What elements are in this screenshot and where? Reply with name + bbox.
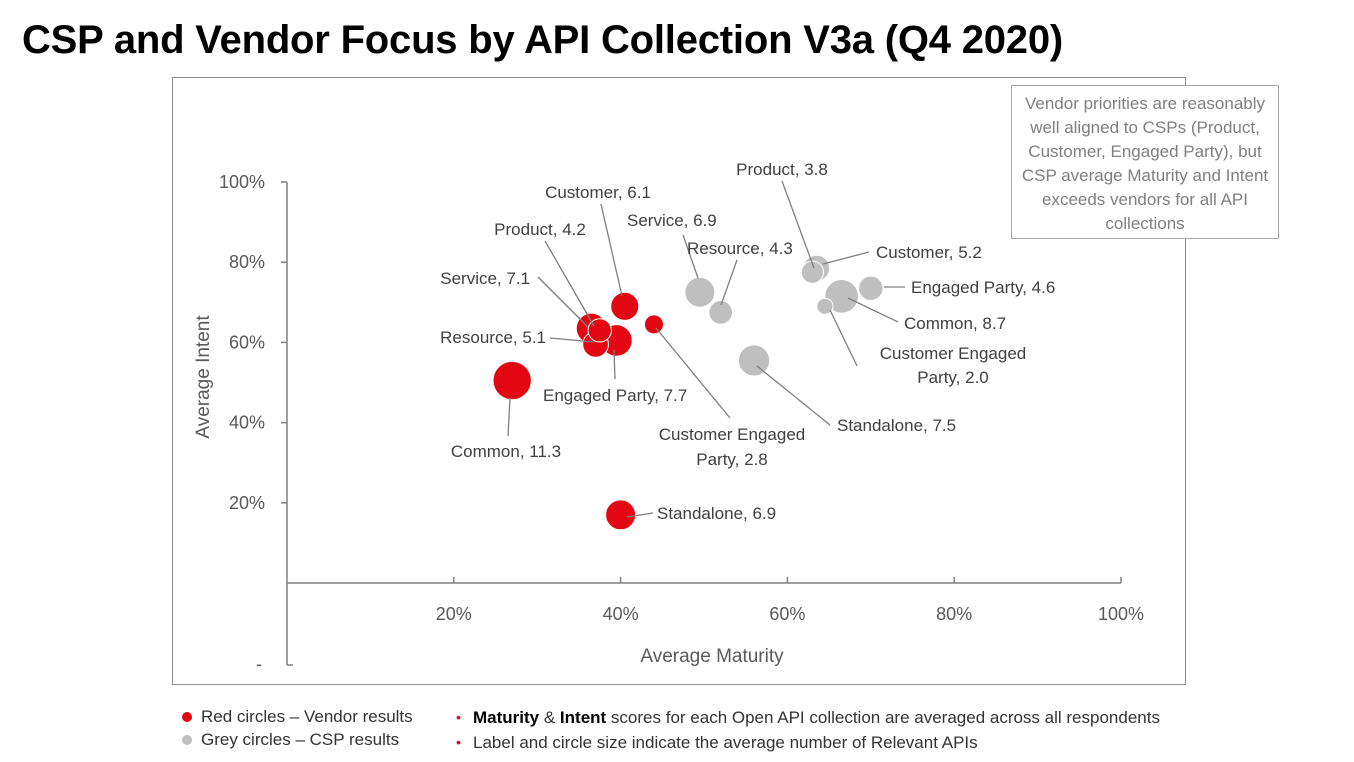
csp-leader-line — [781, 180, 815, 269]
csp-bubble — [684, 276, 716, 308]
vendor-data-label: Common, 11.3 — [451, 442, 561, 461]
note-1-rest: scores for each Open API collection are … — [606, 708, 1160, 727]
csp-bubble — [737, 344, 771, 377]
y-tick-label: 80% — [229, 252, 265, 272]
vendor-bubble — [643, 314, 664, 335]
vendor-leader-line — [537, 276, 592, 331]
csp-leader-line — [829, 309, 858, 367]
notes: • Maturity & Intent scores for each Open… — [456, 705, 1160, 755]
x-tick-label: 80% — [936, 604, 972, 624]
x-tick-label: 40% — [603, 604, 639, 624]
red-circle-icon — [182, 711, 192, 722]
csp-data-label: Party, 2.0 — [917, 368, 989, 387]
legend-csp: Grey circles – CSP results — [182, 728, 413, 751]
bullet-icon: • — [456, 734, 461, 750]
chart-frame — [172, 77, 1186, 685]
legend-vendor-label: Red circles – Vendor results — [201, 707, 413, 726]
vendor-data-label: Product, 4.2 — [494, 220, 586, 239]
csp-bubble — [816, 297, 834, 315]
note-2-text: Label and circle size indicate the avera… — [473, 733, 978, 752]
csp-leader-line — [822, 251, 870, 265]
y-tick-label: 100% — [219, 172, 265, 192]
csp-data-label: Engaged Party, 4.6 — [911, 278, 1055, 297]
csp-bubble — [858, 275, 884, 301]
vendor-bubble — [605, 499, 637, 531]
csp-data-label: Service, 6.9 — [627, 211, 717, 230]
vendor-leader-line — [507, 397, 511, 437]
grey-circle-icon — [182, 734, 192, 745]
legend: Red circles – Vendor results Grey circle… — [182, 705, 413, 751]
vendor-leader-line — [600, 203, 623, 297]
vendor-bubble — [492, 360, 532, 401]
bullet-icon: • — [456, 709, 461, 725]
note-intent: Intent — [559, 708, 607, 727]
x-tick-label: 20% — [436, 604, 472, 624]
note-1-text: Maturity & Intent scores for each Open A… — [473, 705, 1160, 730]
vendor-data-label: Standalone, 6.9 — [657, 504, 776, 523]
csp-leader-line — [720, 259, 738, 306]
y-tick-label: 20% — [229, 493, 265, 513]
csp-leader-line — [682, 234, 699, 279]
vendor-leader-line — [549, 337, 595, 343]
y-tick-label: 60% — [229, 332, 265, 352]
csp-data-label: Customer, 5.2 — [876, 243, 982, 262]
y-tick-label: 40% — [229, 413, 265, 433]
x-tick-label: 100% — [1098, 604, 1144, 624]
note-1: • Maturity & Intent scores for each Open… — [456, 705, 1160, 730]
csp-data-label: Customer Engaged — [880, 344, 1026, 363]
x-tick-label: 60% — [769, 604, 805, 624]
legend-csp-label: Grey circles – CSP results — [201, 730, 400, 749]
vendor-leader-line — [544, 240, 595, 327]
x-axis-title: Average Maturity — [640, 646, 784, 667]
vendor-data-label: Customer Engaged — [659, 425, 805, 444]
vendor-data-label: Party, 2.8 — [696, 450, 768, 469]
y-tick-label: - — [256, 654, 262, 674]
vendor-leader-line — [613, 349, 616, 380]
csp-data-label: Common, 8.7 — [904, 314, 1006, 333]
csp-data-label: Product, 3.8 — [736, 160, 828, 179]
note-amp: & — [539, 708, 560, 727]
note-maturity: Maturity — [473, 708, 540, 727]
csp-data-label: Resource, 4.3 — [687, 239, 793, 258]
chart-title: CSP and Vendor Focus by API Collection V… — [22, 18, 1064, 62]
note-2: • Label and circle size indicate the ave… — [456, 730, 1160, 755]
vendor-bubble — [610, 291, 640, 321]
csp-data-label: Standalone, 7.5 — [837, 416, 956, 435]
vendor-data-label: Customer, 6.1 — [545, 183, 651, 202]
vendor-data-label: Service, 7.1 — [440, 269, 530, 288]
csp-bubble — [708, 300, 733, 325]
y-axis-title: Average Intent — [193, 315, 214, 439]
vendor-data-label: Engaged Party, 7.7 — [543, 386, 687, 405]
vendor-leader-line — [626, 512, 654, 518]
vendor-bubble — [587, 318, 612, 343]
vendor-data-label: Resource, 5.1 — [440, 328, 546, 347]
csp-bubble — [800, 260, 825, 284]
csp-leader-line — [756, 365, 831, 426]
vendor-leader-line — [655, 327, 731, 419]
csp-leader-line — [847, 297, 899, 323]
legend-vendor: Red circles – Vendor results — [182, 705, 413, 728]
callout-box: Vendor priorities are reasonably well al… — [1011, 85, 1279, 239]
